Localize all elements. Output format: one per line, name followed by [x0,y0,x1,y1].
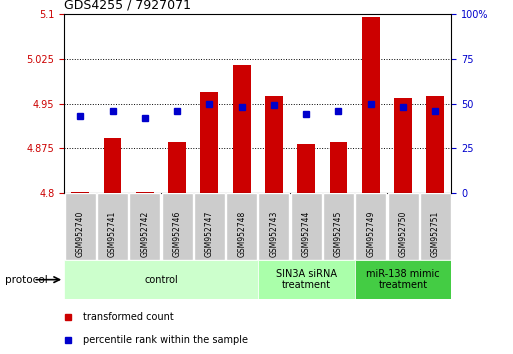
Text: GSM952744: GSM952744 [302,210,311,257]
Text: GSM952747: GSM952747 [205,210,214,257]
Bar [329,142,347,193]
Bar [168,142,186,193]
Text: SIN3A siRNA
treatment: SIN3A siRNA treatment [275,269,337,291]
Bar [65,193,96,260]
Bar [394,98,412,193]
Bar [426,96,444,193]
Text: control: control [144,275,178,285]
Bar [64,260,258,299]
Bar [201,92,218,193]
Text: GSM952741: GSM952741 [108,211,117,257]
Bar [298,144,315,193]
Bar [362,17,380,193]
Bar [226,193,257,260]
Text: transformed count: transformed count [84,312,174,322]
Text: GSM952743: GSM952743 [269,210,279,257]
Bar [387,193,419,260]
Bar [129,193,160,260]
Bar [136,192,154,193]
Bar [71,192,89,193]
Text: GDS4255 / 7927071: GDS4255 / 7927071 [64,0,191,12]
Text: miR-138 mimic
treatment: miR-138 mimic treatment [366,269,440,291]
Bar [356,193,386,260]
Bar [323,193,354,260]
Text: GSM952748: GSM952748 [237,211,246,257]
Text: GSM952742: GSM952742 [141,211,149,257]
Text: GSM952746: GSM952746 [172,210,182,257]
Text: GSM952750: GSM952750 [399,210,407,257]
Bar [420,193,451,260]
Bar [233,65,250,193]
Text: percentile rank within the sample: percentile rank within the sample [84,335,248,345]
Bar [104,137,122,193]
Bar [259,193,289,260]
Text: GSM952740: GSM952740 [76,210,85,257]
Text: GSM952751: GSM952751 [431,211,440,257]
Bar [291,193,322,260]
Bar [162,193,192,260]
Bar [97,193,128,260]
Text: GSM952749: GSM952749 [366,210,375,257]
Bar [194,193,225,260]
Bar [265,96,283,193]
Bar [354,260,451,299]
Bar [258,260,354,299]
Text: protocol: protocol [5,275,48,285]
Text: GSM952745: GSM952745 [334,210,343,257]
